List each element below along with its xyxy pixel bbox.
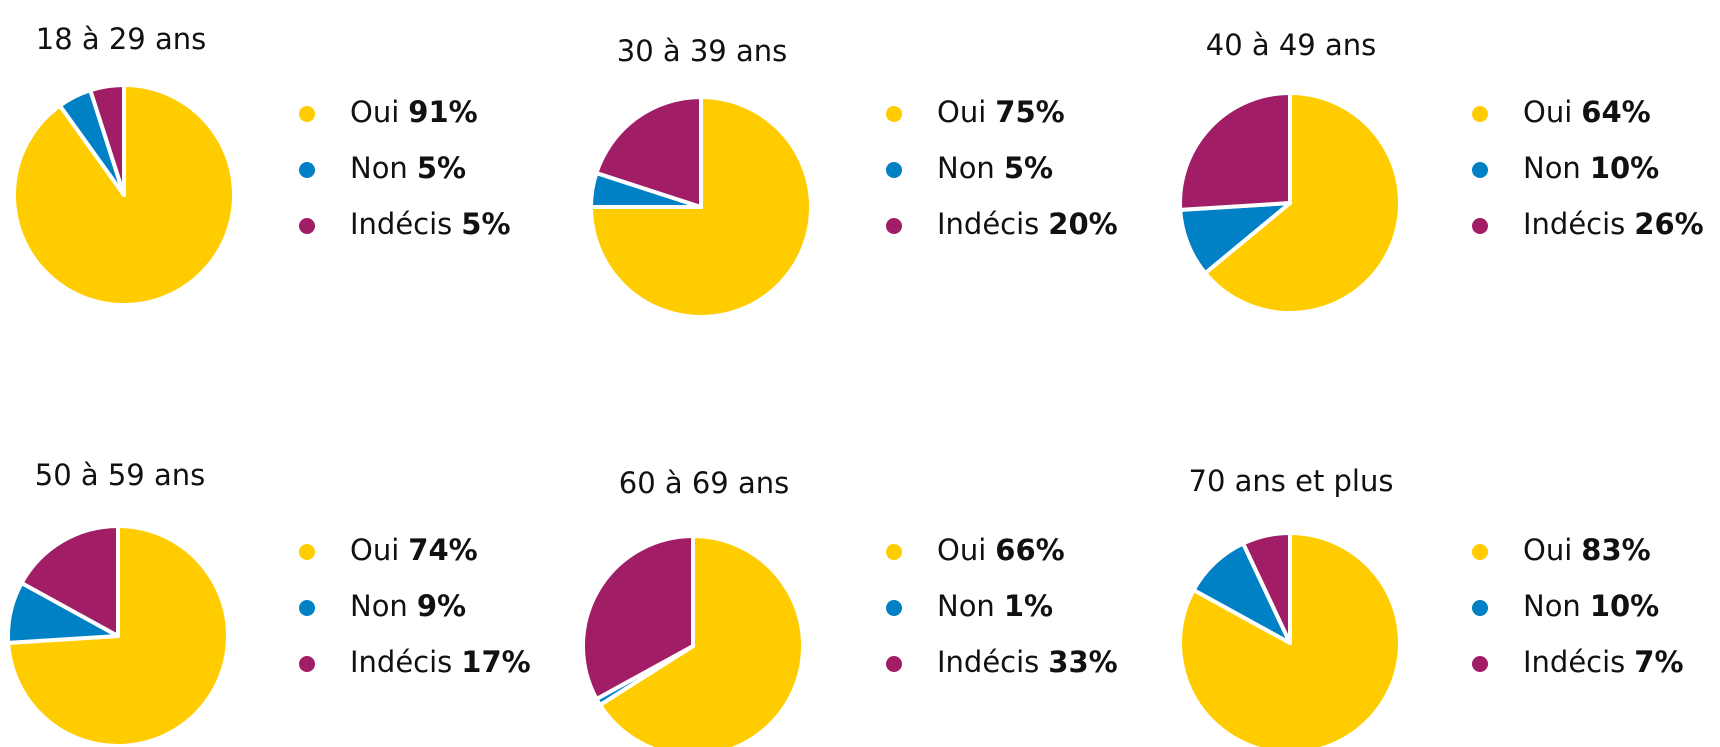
pie-chart: 40 à 49 ans Oui 64%Non 10% Indécis 26% <box>1178 28 1704 315</box>
legend-value: 10% <box>1590 151 1659 185</box>
legend-entry: Oui 66% <box>937 533 1065 567</box>
legend-entry: Indécis 26% <box>1523 207 1704 241</box>
chart-title: 60 à 69 ans <box>619 466 790 500</box>
legend-marker <box>299 544 315 560</box>
chart-title: 18 à 29 ans <box>36 22 207 56</box>
pie-chart: 70 ans et plus Oui 83%Non 10% Indécis 7% <box>1178 464 1684 747</box>
pie-chart: 30 à 39 ans Oui 75%Non 5% Indécis 20% <box>589 34 1118 319</box>
legend-marker <box>886 218 902 234</box>
legend-entry: Non 5% <box>937 151 1053 185</box>
pie-slice <box>598 534 805 747</box>
pie-slice <box>88 83 126 197</box>
legend-marker <box>299 218 315 234</box>
legend-entry: Non 9% <box>350 589 466 623</box>
legend-entry: Indécis 33% <box>937 645 1118 679</box>
legend-marker <box>1472 218 1488 234</box>
legend-label: Indécis <box>1523 645 1625 679</box>
legend-label: Oui <box>350 95 399 129</box>
legend-label: Oui <box>350 533 399 567</box>
legend-value: 20% <box>1048 207 1117 241</box>
legend-value: 75% <box>995 95 1064 129</box>
legend-entry: Indécis 20% <box>937 207 1118 241</box>
legend-label: Indécis <box>350 645 452 679</box>
legend-value: 7% <box>1634 645 1683 679</box>
legend-label: Oui <box>937 533 986 567</box>
legend-value: 33% <box>1048 645 1117 679</box>
legend-label: Non <box>937 151 995 185</box>
pie-chart: 50 à 59 ans Oui 74%Non 9% Indécis 17% <box>6 458 531 747</box>
chart-title: 30 à 39 ans <box>617 34 788 68</box>
pie-chart: 18 à 29 ans Oui 91%Non 5% Indécis 5% <box>12 22 511 307</box>
legend-value: 5% <box>1004 151 1053 185</box>
legend-value: 17% <box>461 645 530 679</box>
legend-marker <box>1472 600 1488 616</box>
legend-value: 9% <box>417 589 466 623</box>
legend-marker <box>299 600 315 616</box>
legend-entry: Indécis 5% <box>350 207 511 241</box>
legend-label: Non <box>1523 589 1581 623</box>
legend-label: Non <box>350 151 408 185</box>
pie-slice <box>19 524 120 638</box>
legend-label: Oui <box>1523 533 1572 567</box>
legend-label: Oui <box>937 95 986 129</box>
legend-label: Non <box>350 589 408 623</box>
legend-value: 10% <box>1590 589 1659 623</box>
pie-slice <box>1178 91 1292 212</box>
legend-value: 5% <box>417 151 466 185</box>
pie-slice <box>594 95 703 209</box>
legend-label: Indécis <box>1523 207 1625 241</box>
legend-entry: Oui 74% <box>350 533 478 567</box>
legend-value: 74% <box>408 533 477 567</box>
chart-title: 40 à 49 ans <box>1206 28 1377 62</box>
legend-entry: Oui 75% <box>937 95 1065 129</box>
pie-slice <box>581 534 695 701</box>
legend-label: Oui <box>1523 95 1572 129</box>
legend-entry: Oui 64% <box>1523 95 1651 129</box>
legend-marker <box>886 544 902 560</box>
legend-value: 83% <box>1581 533 1650 567</box>
legend-entry: Non 1% <box>937 589 1053 623</box>
legend-label: Non <box>1523 151 1581 185</box>
legend-marker <box>1472 162 1488 178</box>
legend-entry: Non 5% <box>350 151 466 185</box>
legend-label: Indécis <box>350 207 452 241</box>
pie-slice <box>1203 91 1402 315</box>
legend-value: 5% <box>461 207 510 241</box>
legend-entry: Indécis 17% <box>350 645 531 679</box>
legend-marker <box>886 600 902 616</box>
legend-value: 91% <box>408 95 477 129</box>
pie-slice <box>1241 531 1292 645</box>
legend-value: 1% <box>1004 589 1053 623</box>
legend-label: Indécis <box>937 207 1039 241</box>
legend-label: Non <box>937 589 995 623</box>
legend-value: 66% <box>995 533 1064 567</box>
legend-marker <box>886 106 902 122</box>
legend-entry: Oui 91% <box>350 95 478 129</box>
legend-marker <box>1472 106 1488 122</box>
legend-entry: Non 10% <box>1523 151 1659 185</box>
legend-marker <box>299 106 315 122</box>
legend-label: Indécis <box>937 645 1039 679</box>
legend-entry: Indécis 7% <box>1523 645 1684 679</box>
chart-title: 70 ans et plus <box>1189 464 1394 498</box>
legend-marker <box>299 656 315 672</box>
legend-marker <box>1472 544 1488 560</box>
legend-value: 26% <box>1634 207 1703 241</box>
legend-entry: Non 10% <box>1523 589 1659 623</box>
legend-marker <box>886 656 902 672</box>
legend-entry: Oui 83% <box>1523 533 1651 567</box>
legend-marker <box>1472 656 1488 672</box>
legend-marker <box>299 162 315 178</box>
pie-chart: 60 à 69 ans Oui 66%Non 1% Indécis 33% <box>581 466 1118 747</box>
legend-value: 64% <box>1581 95 1650 129</box>
legend-marker <box>886 162 902 178</box>
chart-title: 50 à 59 ans <box>35 458 206 492</box>
